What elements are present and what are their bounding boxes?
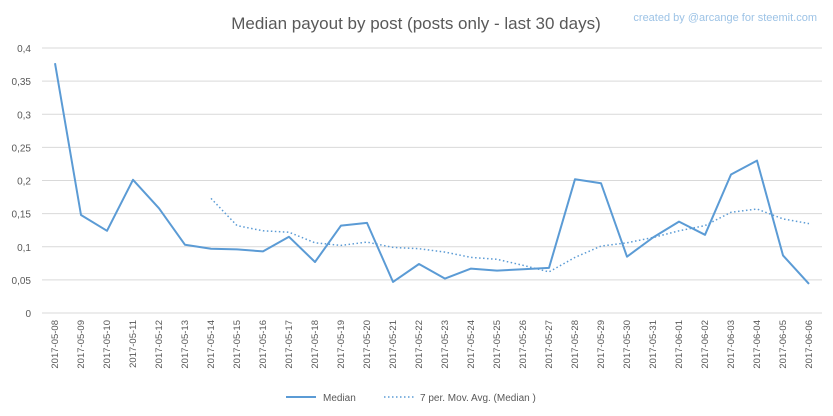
x-tick-label: 2017-05-21 bbox=[388, 320, 399, 369]
x-tick-label: 2017-05-19 bbox=[336, 320, 347, 369]
x-tick-label: 2017-06-02 bbox=[700, 320, 711, 369]
x-axis-tick-labels: 2017-05-08 2017-05-09 2017-05-10 2017-05-11… bbox=[50, 320, 815, 369]
y-tick-label: 0 bbox=[25, 309, 31, 320]
y-tick-label: 0,2 bbox=[17, 177, 31, 188]
y-tick-label: 0,1 bbox=[17, 243, 31, 254]
x-tick-label: 2017-05-12 bbox=[154, 320, 165, 369]
x-tick-label: 2017-05-29 bbox=[596, 320, 607, 369]
x-tick-label: 2017-05-26 bbox=[518, 320, 529, 369]
x-tick-label: 2017-06-05 bbox=[778, 320, 789, 369]
x-tick-label: 2017-05-14 bbox=[206, 320, 217, 369]
series-line-median bbox=[54, 63, 810, 285]
legend: Median 7 per. Mov. Avg. (Median ) bbox=[286, 393, 536, 404]
x-tick-label: 2017-05-28 bbox=[570, 320, 581, 369]
x-tick-label: 2017-05-25 bbox=[492, 320, 503, 369]
x-tick-label: 2017-05-31 bbox=[648, 320, 659, 369]
y-tick-label: 0,15 bbox=[12, 210, 32, 221]
x-tick-label: 2017-05-11 bbox=[128, 320, 139, 368]
y-tick-label: 0,3 bbox=[17, 110, 31, 121]
watermark-text: created by @arcange for steemit.com bbox=[633, 12, 817, 24]
x-tick-label: 2017-06-04 bbox=[752, 320, 763, 369]
x-tick-label: 2017-05-10 bbox=[102, 320, 113, 369]
x-tick-label: 2017-05-08 bbox=[50, 320, 61, 369]
x-tick-label: 2017-05-20 bbox=[362, 320, 373, 369]
x-tick-label: 2017-06-06 bbox=[804, 320, 815, 369]
y-tick-label: 0,25 bbox=[12, 143, 32, 154]
x-tick-label: 2017-05-09 bbox=[76, 320, 87, 369]
x-tick-label: 2017-05-22 bbox=[414, 320, 425, 369]
x-tick-label: 2017-05-16 bbox=[258, 320, 269, 369]
x-tick-label: 2017-05-15 bbox=[232, 320, 243, 369]
x-tick-label: 2017-06-03 bbox=[726, 320, 737, 369]
x-tick-label: 2017-05-27 bbox=[544, 320, 555, 369]
x-tick-label: 2017-05-30 bbox=[622, 320, 633, 369]
y-tick-label: 0,05 bbox=[12, 276, 32, 287]
chart-title: Median payout by post (posts only - last… bbox=[231, 14, 600, 33]
series-line-moving-average bbox=[210, 197, 810, 273]
gridlines bbox=[42, 47, 822, 314]
x-tick-label: 2017-05-18 bbox=[310, 320, 321, 369]
x-tick-label: 2017-05-13 bbox=[180, 320, 191, 369]
legend-label-median: Median bbox=[323, 393, 356, 404]
x-tick-label: 2017-06-01 bbox=[674, 320, 685, 369]
y-tick-label: 0,4 bbox=[17, 44, 31, 55]
series-lines bbox=[54, 63, 810, 285]
x-tick-label: 2017-05-23 bbox=[440, 320, 451, 369]
legend-label-moving-average: 7 per. Mov. Avg. (Median ) bbox=[420, 393, 536, 404]
y-tick-label: 0,35 bbox=[12, 77, 32, 88]
y-axis-tick-labels: 0 0,05 0,1 0,15 0,2 0,25 0,3 0,35 0,4 bbox=[12, 44, 32, 320]
x-tick-label: 2017-05-24 bbox=[466, 320, 477, 369]
x-tick-label: 2017-05-17 bbox=[284, 320, 295, 369]
